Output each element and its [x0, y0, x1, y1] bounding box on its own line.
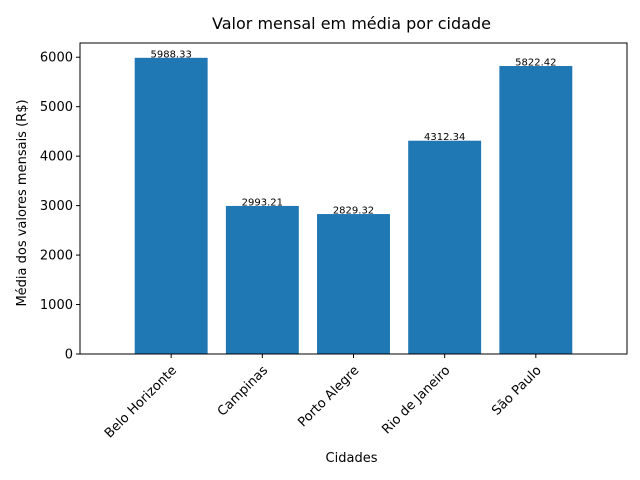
x-axis: Belo Horizonte Campinas Porto Alegre Rio de…	[102, 354, 545, 441]
bar-porto-alegre	[317, 214, 390, 354]
bars-group	[134, 57, 573, 354]
data-label: 5988.33	[150, 49, 191, 60]
data-label: 2829.32	[333, 206, 374, 217]
x-tick-label: Belo Horizonte	[102, 363, 180, 441]
bar-belo-horizonte	[134, 57, 208, 354]
y-tick-label: 2000	[40, 249, 73, 264]
y-tick-label: 5000	[40, 100, 73, 115]
x-tick-label: Porto Alegre	[295, 363, 362, 430]
bar-rio-de-janeiro	[408, 140, 482, 354]
data-label: 5822.42	[515, 58, 556, 69]
bar-são-paulo	[499, 66, 573, 354]
x-tick-label: Campinas	[215, 363, 271, 419]
y-tick-label: 4000	[40, 150, 73, 165]
y-axis: 0 1000 2000 3000 4000 5000 6000	[40, 51, 80, 363]
data-labels-group: 5988.33 2993.21 2829.32 4312.34 5822.42	[150, 49, 556, 216]
data-label: 2993.21	[242, 197, 283, 208]
x-tick-label: Rio de Janeiro	[379, 363, 453, 437]
bar-campinas	[225, 205, 299, 354]
chart-title: Valor mensal em média por cidade	[212, 14, 491, 33]
y-axis-title: Média dos valores mensais (R$)	[15, 99, 30, 306]
y-tick-label: 6000	[40, 51, 73, 66]
plot-frame	[79, 42, 628, 355]
y-tick-label: 3000	[40, 199, 73, 214]
y-tick-label: 0	[65, 348, 73, 363]
y-tick-label: 1000	[40, 298, 73, 313]
x-tick-label: São Paulo	[489, 363, 544, 418]
x-axis-title: Cidades	[326, 451, 378, 466]
data-label: 4312.34	[424, 132, 465, 143]
